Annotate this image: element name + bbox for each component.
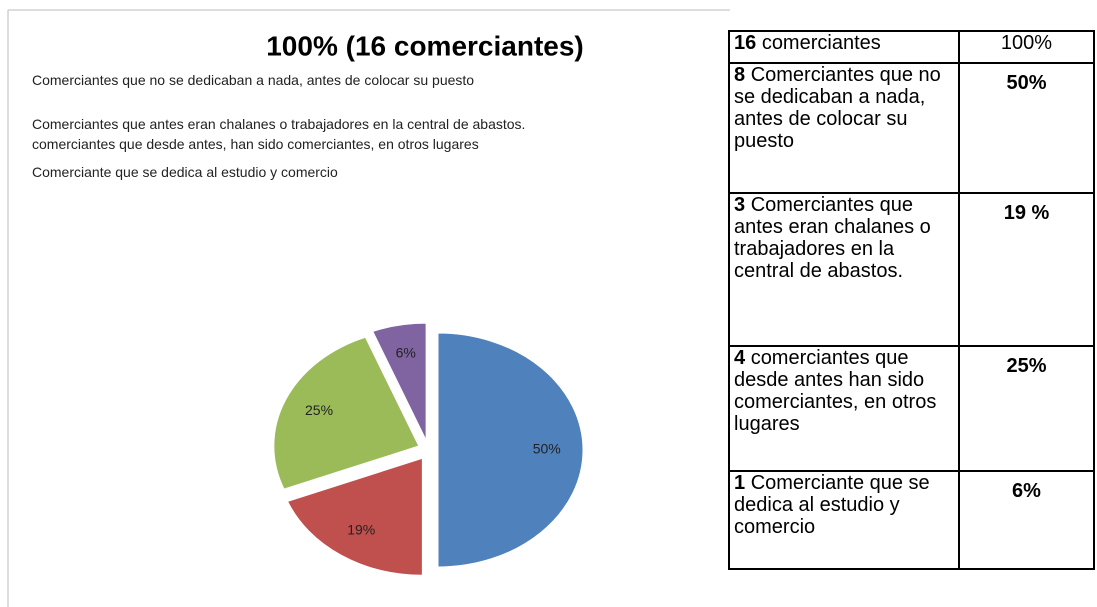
legend-label: comerciantes que desde antes, han sido c… [32, 136, 479, 152]
pie-slice [437, 332, 584, 568]
cell-count: 3 [734, 194, 746, 216]
chart-title: 100% (16 comerciantes) [266, 30, 584, 61]
cell-count: 8 [734, 64, 746, 86]
cell-text: Comerciante que se dedica al estudio y c… [734, 472, 930, 538]
cell-text: Comerciantes que no se dedicaban a nada,… [734, 64, 941, 152]
cell-percent: 25% [958, 345, 1095, 472]
cell-count: 1 [734, 472, 746, 494]
table-row: 1 Comerciante que se dedica al estudio y… [728, 470, 1095, 570]
table-cell: 16 comerciantes [728, 30, 960, 64]
table-row: 8 Comerciantes que no se dedicaban a nad… [728, 62, 1095, 194]
chart: 100% (16 comerciantes) 50% 19% 25% 6% [7, 9, 730, 607]
table: 16 comerciantes 100% 8 Comerciantes que no… [728, 30, 1095, 570]
data-label: 6% [396, 345, 416, 361]
cell-percent: 6% [958, 470, 1095, 570]
table-cell: 4 comerciantes que desde antes han sido … [728, 345, 960, 472]
table-row: 4 comerciantes que desde antes han sido … [728, 345, 1095, 472]
cell-count: 16 [734, 32, 757, 54]
data-label: 19% [347, 522, 375, 538]
legend-label: Comerciantes que no se dedicaban a nada,… [32, 72, 475, 88]
cell-count: 4 [734, 347, 746, 369]
cell-text: comerciantes que desde antes han sido co… [734, 347, 937, 435]
table-cell: 3 Comerciantes que antes eran chalanes o… [728, 192, 960, 347]
legend-item: comerciantes que desde antes, han sido c… [26, 136, 716, 152]
legend: Comerciantes que no se dedicaban a nada,… [26, 72, 716, 180]
cell-percent: 50% [958, 62, 1095, 194]
legend-item: Comerciantes que antes eran chalanes o t… [26, 116, 716, 132]
legend-item: Comerciantes que no se dedicaban a nada,… [26, 72, 716, 88]
cell-percent: 19 % [958, 192, 1095, 347]
cell-text: Comerciantes que antes eran chalanes o t… [734, 194, 931, 282]
table-cell: 1 Comerciante que se dedica al estudio y… [728, 470, 960, 570]
table-row: 3 Comerciantes que antes eran chalanes o… [728, 192, 1095, 347]
cell-text: comerciantes [761, 32, 881, 54]
data-label: 25% [305, 402, 333, 418]
legend-item: Comerciante que se dedica al estudio y c… [26, 164, 716, 180]
table-cell: 8 Comerciantes que no se dedicaban a nad… [728, 62, 960, 194]
legend-label: Comerciante que se dedica al estudio y c… [32, 164, 338, 180]
pie-slice [273, 336, 420, 490]
data-label: 50% [533, 441, 561, 457]
table-row: 16 comerciantes 100% [728, 30, 1095, 64]
pie-slice [372, 322, 427, 441]
cell-percent: 100% [958, 30, 1095, 64]
pie-slice [286, 457, 423, 576]
legend-label: Comerciantes que antes eran chalanes o t… [32, 116, 526, 132]
